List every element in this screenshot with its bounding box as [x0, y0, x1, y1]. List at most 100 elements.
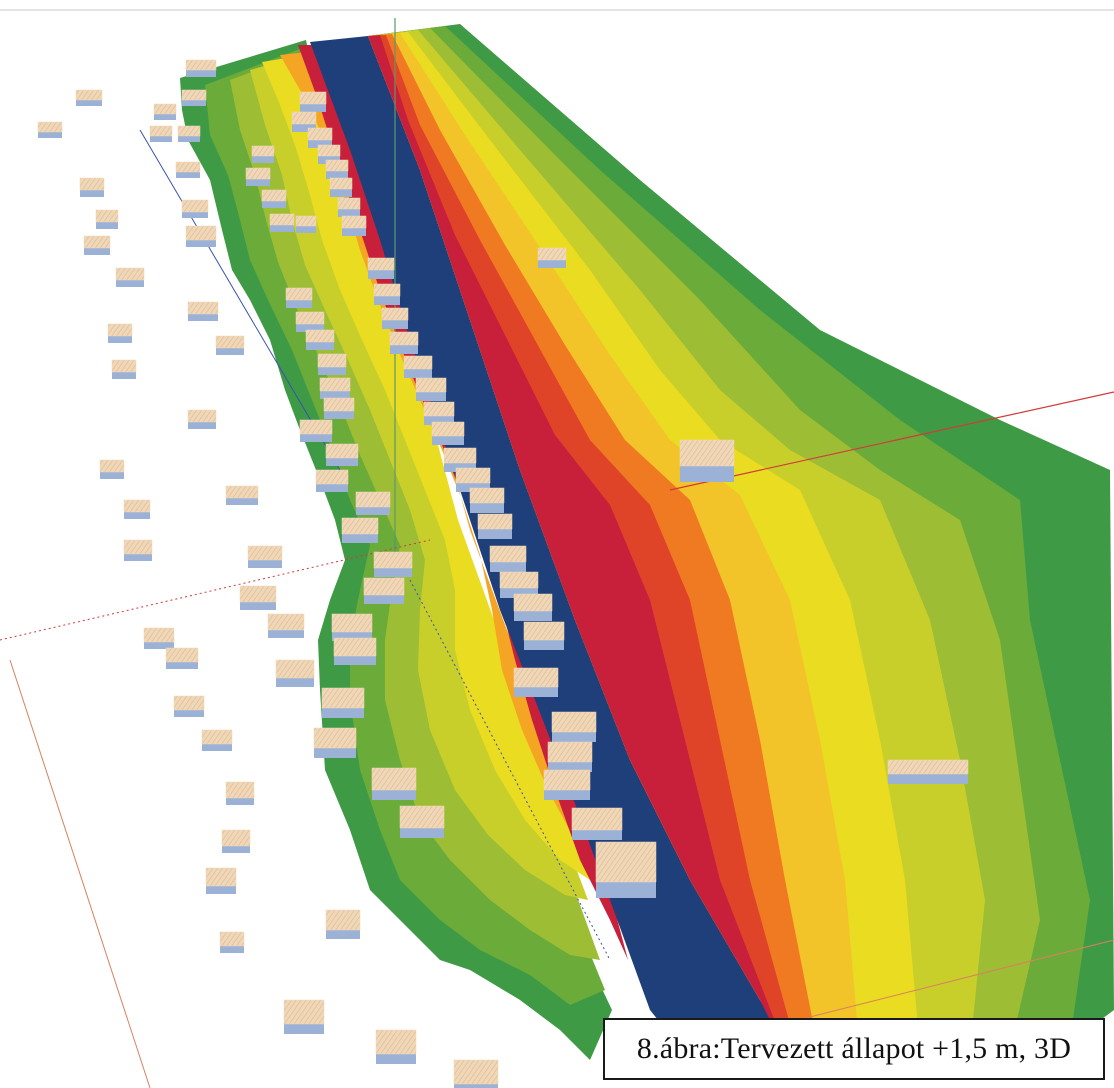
building-roof	[221, 829, 251, 847]
building-block	[333, 637, 377, 665]
building-block	[355, 491, 391, 515]
building-block	[295, 215, 317, 233]
building-roof	[375, 1029, 417, 1055]
building-side	[144, 642, 174, 649]
building-side	[432, 436, 464, 445]
building-roof	[595, 841, 657, 883]
building-roof	[373, 551, 413, 569]
building-side	[548, 762, 592, 772]
building-side	[404, 369, 432, 378]
building-side	[338, 209, 360, 217]
building-roof	[371, 767, 417, 791]
building-block	[321, 687, 365, 718]
building-roof	[887, 759, 969, 775]
building-roof	[317, 144, 341, 157]
building-side	[202, 744, 232, 751]
building-roof	[469, 487, 505, 504]
building-block	[123, 539, 153, 561]
building-block	[215, 335, 245, 355]
building-block	[331, 613, 373, 641]
building-roof	[455, 467, 491, 484]
building-side	[326, 930, 360, 939]
building-side	[248, 560, 282, 568]
building-side	[596, 882, 656, 898]
building-roof	[245, 167, 271, 180]
building-side	[316, 484, 348, 492]
building-roof	[325, 909, 361, 931]
building-block	[325, 909, 361, 939]
building-block	[99, 459, 125, 479]
building-block	[115, 267, 145, 287]
building-roof	[75, 89, 103, 101]
building-block	[123, 499, 151, 519]
building-roof	[489, 545, 527, 563]
building-side	[300, 104, 326, 112]
building-block	[373, 551, 413, 577]
building-side	[306, 342, 334, 350]
building-roof	[283, 999, 325, 1025]
building-roof	[181, 199, 209, 213]
building-block	[107, 323, 133, 343]
building-side	[182, 100, 206, 106]
building-side	[188, 314, 218, 321]
building-side	[80, 190, 104, 197]
building-side	[334, 656, 376, 665]
building-roof	[423, 401, 455, 417]
building-roof	[187, 409, 217, 423]
building-roof	[111, 359, 137, 373]
building-side	[174, 710, 204, 717]
building-roof	[175, 161, 201, 173]
building-roof	[215, 335, 245, 349]
building-roof	[267, 613, 305, 631]
blue-axis-line	[139, 129, 341, 471]
building-block	[315, 469, 349, 492]
building-block	[285, 287, 313, 308]
building-side	[374, 568, 412, 577]
building-roof	[313, 727, 357, 749]
building-roof	[185, 59, 217, 71]
building-side	[108, 336, 132, 343]
building-roof	[95, 209, 119, 223]
building-side	[324, 411, 354, 419]
building-roof	[477, 513, 513, 530]
building-block	[185, 59, 217, 77]
building-side	[226, 498, 258, 505]
building-block	[143, 627, 175, 649]
building-block	[423, 401, 455, 425]
building-block	[275, 659, 315, 687]
blue-dotted-line	[409, 579, 611, 961]
building-block	[513, 667, 559, 697]
building-block	[111, 359, 137, 379]
building-roof	[341, 215, 367, 229]
building-block	[299, 91, 327, 112]
building-side	[96, 222, 118, 229]
building-roof	[333, 637, 377, 657]
building-side	[356, 507, 390, 515]
building-roof	[331, 613, 373, 633]
building-block	[181, 199, 209, 218]
building-roof	[389, 331, 419, 346]
building-roof	[185, 225, 217, 241]
building-side	[376, 1054, 416, 1064]
building-block	[205, 867, 237, 894]
left-bank-terrain	[180, 40, 628, 1060]
building-roof	[79, 177, 105, 191]
building-block	[187, 409, 217, 429]
building-side	[314, 748, 356, 758]
building-roof	[239, 585, 277, 603]
building-block	[537, 247, 567, 268]
right-bank-terrain	[368, 24, 1114, 1060]
figure-caption-box: 8.ábra:Tervezett állapot +1,5 m, 3D	[603, 1018, 1105, 1080]
building-side	[284, 1024, 324, 1034]
building-roof	[319, 377, 351, 392]
building-roof	[225, 485, 259, 499]
building-roof	[177, 125, 201, 137]
building-side	[390, 345, 418, 354]
zone-red-right	[368, 35, 790, 1060]
building-block	[323, 397, 355, 419]
building-side	[524, 640, 564, 650]
building-block	[477, 513, 513, 539]
building-side	[262, 201, 286, 208]
building-roof	[173, 695, 205, 711]
